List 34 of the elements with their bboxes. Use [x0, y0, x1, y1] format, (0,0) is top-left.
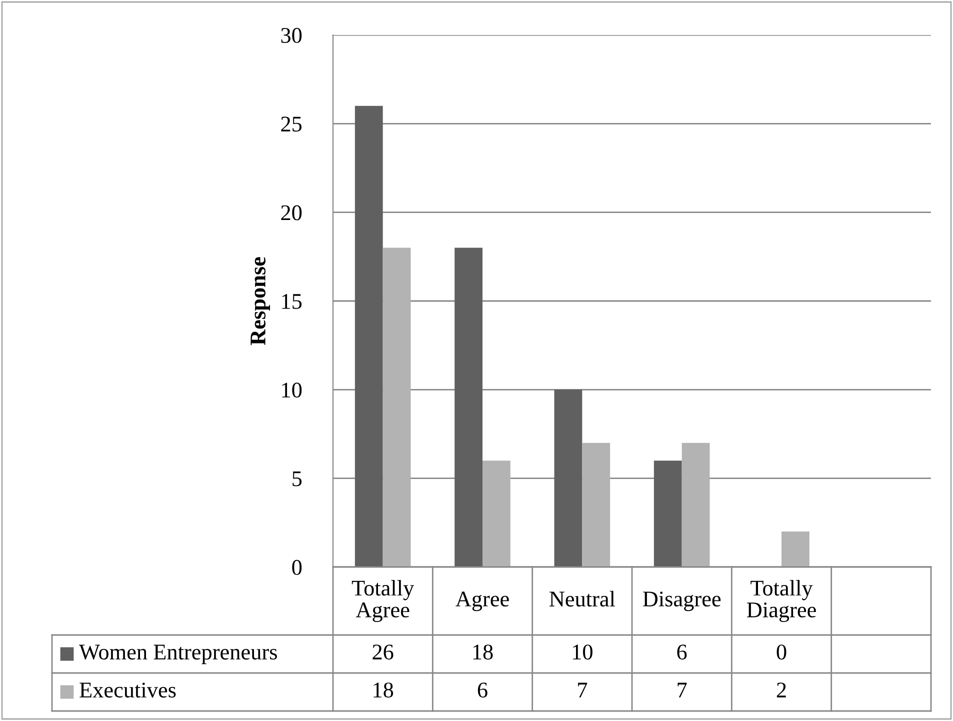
y-tick-label: 15	[282, 294, 302, 309]
y-tick-label: 5	[292, 471, 302, 486]
data-label: 7	[678, 682, 687, 698]
bar	[554, 390, 582, 567]
y-tick-label: 20	[281, 205, 302, 220]
bar	[354, 106, 383, 567]
x-tick-label: Neutral	[549, 590, 616, 607]
x-tick-label: Disagree	[642, 592, 721, 612]
y-axis-title: Response	[250, 257, 270, 346]
y-tick-label: 30	[281, 28, 302, 43]
data-label: 6	[478, 682, 488, 698]
bar	[482, 460, 510, 567]
bar	[682, 442, 710, 567]
x-tick-label: Totally Diagree	[746, 580, 816, 622]
data-label: 7	[578, 682, 588, 698]
data-label: 0	[776, 644, 786, 660]
bar	[654, 460, 682, 567]
bar	[454, 248, 482, 567]
bar	[782, 532, 810, 567]
data-label: 6	[677, 644, 687, 660]
data-label: 2	[776, 682, 786, 698]
data-label: 26	[372, 644, 394, 660]
bar	[582, 442, 610, 567]
y-tick-label: 25	[281, 116, 302, 132]
x-tick-label: Agree	[456, 592, 509, 612]
bar	[382, 248, 411, 567]
legend-label: Executives	[80, 682, 176, 698]
y-tick-label: 10	[282, 382, 302, 398]
data-label: 10	[573, 644, 592, 660]
data-label: 18	[473, 644, 493, 660]
data-label: 18	[374, 682, 394, 698]
y-tick-label: 0	[292, 560, 302, 575]
x-tick-label: Totally Agree	[352, 580, 414, 622]
legend-label: Women Entrepreneurs	[79, 644, 277, 664]
